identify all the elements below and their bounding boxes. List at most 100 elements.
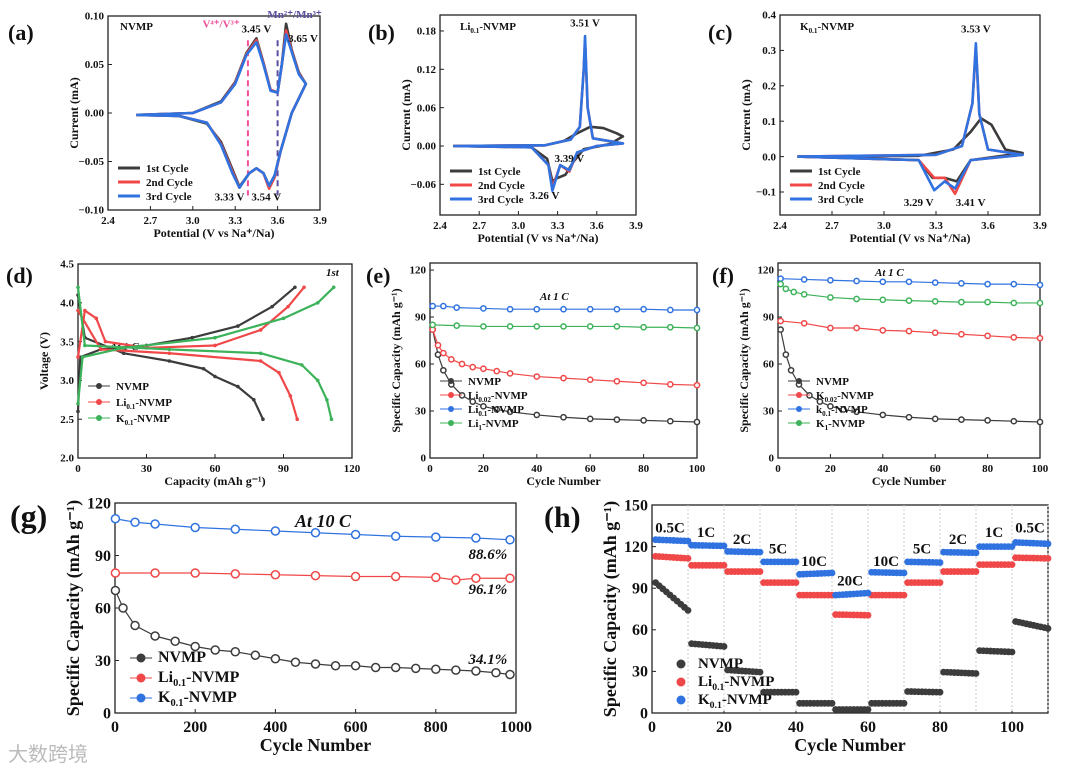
y-tick-label: 0 bbox=[103, 705, 111, 722]
data-point bbox=[800, 290, 808, 298]
y-tick-label: 30 bbox=[632, 664, 648, 681]
x-tick-label: 20 bbox=[716, 719, 732, 736]
data-point bbox=[693, 324, 701, 332]
data-point bbox=[286, 304, 290, 309]
data-point bbox=[350, 571, 361, 582]
data-point bbox=[213, 343, 217, 348]
data-point bbox=[451, 665, 461, 675]
y-axis-label: Specific Capacity (mAh g⁻¹) bbox=[600, 501, 621, 717]
y-tick-label: 90 bbox=[763, 312, 775, 324]
x-tick-label: 3.6 bbox=[271, 215, 285, 227]
y-tick-label: 0.05 bbox=[85, 59, 105, 71]
x-tick-label: 0 bbox=[427, 463, 433, 475]
data-point bbox=[640, 323, 647, 331]
y-axis-label: Specific Capacity (mAh g⁻¹) bbox=[63, 500, 84, 716]
data-point bbox=[76, 308, 80, 313]
data-point bbox=[800, 319, 808, 327]
y-tick-label: 0.06 bbox=[417, 102, 437, 114]
y-tick-label: 0.12 bbox=[417, 64, 437, 76]
y-tick-label: 2.5 bbox=[60, 414, 74, 426]
y-axis-label: Current (mA) bbox=[739, 79, 753, 150]
data-point bbox=[879, 296, 887, 304]
data-point bbox=[210, 645, 220, 655]
series-line-black bbox=[114, 590, 511, 676]
data-point bbox=[390, 571, 401, 582]
data-point bbox=[110, 514, 121, 524]
data-point bbox=[1044, 540, 1052, 548]
annotation: 88.6% bbox=[469, 547, 508, 563]
legend-marker bbox=[796, 392, 802, 398]
data-point bbox=[310, 659, 321, 669]
data-point bbox=[586, 323, 594, 330]
data-point bbox=[756, 568, 764, 575]
legend-label: NVMP bbox=[116, 381, 149, 393]
data-point bbox=[201, 366, 206, 371]
y-tick-label: 120 bbox=[758, 265, 775, 277]
x-tick-label: 100 bbox=[1032, 463, 1049, 475]
data-point bbox=[613, 416, 621, 423]
data-point bbox=[984, 298, 991, 306]
data-point bbox=[782, 351, 790, 358]
data-point bbox=[440, 349, 447, 357]
data-point bbox=[315, 301, 320, 305]
data-point bbox=[506, 305, 514, 313]
data-point bbox=[684, 554, 692, 562]
data-point bbox=[118, 603, 128, 613]
data-point bbox=[480, 402, 487, 410]
y-tick-label: 60 bbox=[632, 622, 648, 639]
data-point bbox=[666, 417, 674, 425]
legend-label: Li0.02-NVMP bbox=[468, 390, 528, 404]
y-tick-label: 0.0 bbox=[762, 151, 776, 163]
y-tick-label: 0 bbox=[769, 453, 775, 465]
x-axis-label: Capacity (mAh g⁻¹) bbox=[164, 474, 265, 488]
y-axis-label: Voltage (V) bbox=[37, 332, 51, 390]
data-point bbox=[984, 417, 991, 424]
data-point bbox=[560, 323, 567, 330]
data-point bbox=[230, 647, 241, 657]
data-point bbox=[505, 535, 515, 545]
x-tick-label: 120 bbox=[344, 463, 361, 475]
rate-label: 2C bbox=[733, 532, 751, 548]
data-point bbox=[506, 408, 514, 416]
data-point bbox=[471, 573, 481, 583]
annotation: 3.39 V bbox=[554, 153, 584, 165]
data-point bbox=[76, 285, 80, 290]
data-point bbox=[533, 323, 541, 330]
data-point bbox=[270, 526, 281, 536]
annotation: 3.45 V bbox=[242, 23, 272, 35]
data-point bbox=[958, 298, 965, 306]
data-point bbox=[840, 406, 847, 413]
legend-label: Li0.1-NVMP bbox=[468, 404, 524, 418]
data-point bbox=[281, 316, 286, 321]
data-point bbox=[853, 324, 860, 332]
legend-label: NVMP bbox=[698, 656, 743, 672]
x-axis-label: Potential (V vs Na⁺/Na) bbox=[153, 226, 274, 240]
x-tick-label: 3.3 bbox=[228, 215, 242, 227]
panel-e: (e) 0 20 40 60 80 100 0 30 60 90 120 Cycle Number Spe… bbox=[366, 262, 706, 488]
data-point bbox=[1036, 418, 1044, 426]
data-point bbox=[1010, 280, 1018, 288]
x-tick-label: 1000 bbox=[500, 719, 532, 736]
series-line-blue bbox=[136, 33, 308, 189]
data-point bbox=[586, 376, 594, 384]
rate-label: 0.5C bbox=[1015, 521, 1045, 537]
data-point bbox=[777, 326, 784, 333]
data-point bbox=[493, 406, 501, 413]
data-point bbox=[792, 688, 800, 696]
data-point bbox=[879, 411, 887, 419]
data-point bbox=[958, 280, 965, 287]
legend-label: K1-NVMP bbox=[816, 418, 865, 432]
data-point bbox=[310, 528, 321, 538]
panel-label: (h) bbox=[544, 501, 581, 534]
subtitle: At 1 C bbox=[874, 267, 904, 279]
y-tick-label: 30 bbox=[95, 653, 111, 670]
data-point bbox=[640, 417, 647, 424]
data-point bbox=[787, 366, 795, 374]
data-point bbox=[666, 306, 674, 314]
data-point bbox=[431, 572, 441, 583]
legend-marker bbox=[136, 673, 146, 683]
data-point bbox=[270, 654, 281, 664]
annotation: V⁴⁺/V³⁺ bbox=[202, 19, 239, 31]
x-tick-label: 90 bbox=[278, 463, 290, 475]
